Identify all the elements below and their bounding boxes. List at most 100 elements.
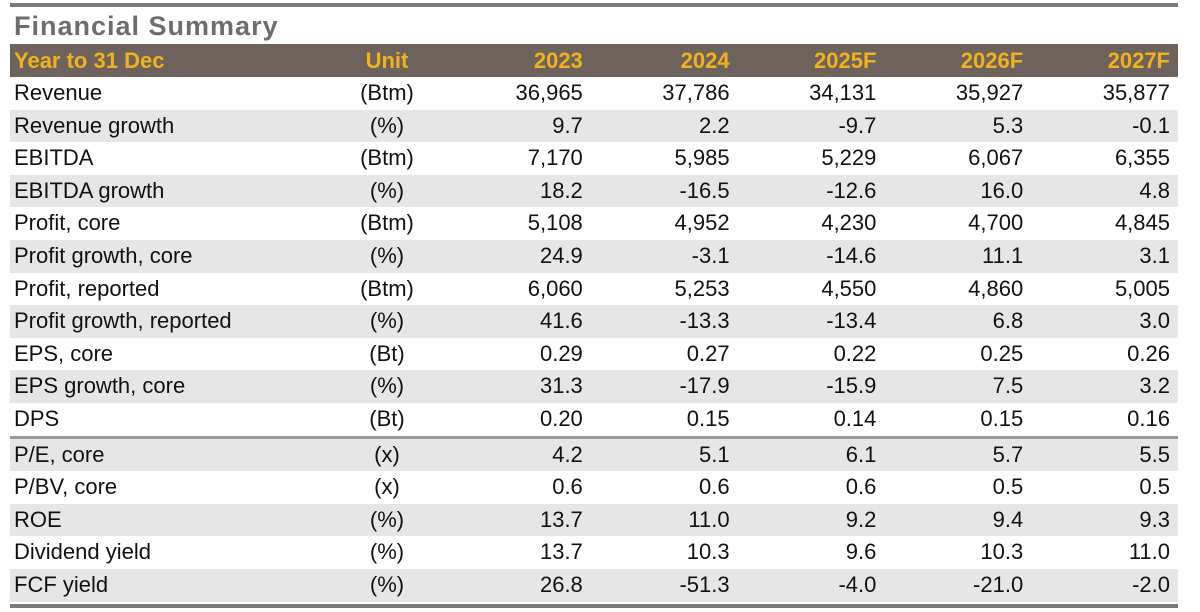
table-row: ROE (%) 13.7 11.0 9.2 9.4 9.3 (10, 503, 1178, 537)
row-value: 4,700 (968, 210, 1024, 236)
row-value: 7.5 (884, 370, 1032, 403)
table-row: Profit, core (Btm) 5,108 4,952 4,230 4,700 4,8… (10, 207, 1178, 240)
table-row: FCF yield (%) 26.8 -51.3 -4.0 -21.0 -2.0 (10, 568, 1178, 602)
row-value: -13.4 (737, 305, 885, 338)
row-value: -2.0 (1031, 568, 1178, 602)
row-value: 9.7 (444, 109, 591, 143)
row-value: 5,108 (527, 210, 583, 236)
row-value: 0.6 (552, 474, 583, 500)
row-value: 5,985 (674, 145, 730, 171)
row-value: 4,230 (821, 210, 877, 236)
row-label: Profit growth, core (10, 239, 330, 273)
row-unit: (%) (369, 539, 405, 565)
row-value: 3.1 (1031, 239, 1178, 273)
header-year: 2025F (737, 44, 885, 77)
row-value: 3.2 (1031, 370, 1178, 403)
row-value: 4,860 (968, 275, 1024, 301)
row-label: Profit growth, reported (10, 305, 330, 338)
header-year: 2023 (444, 44, 591, 77)
table-row: DPS (Bt) 0.20 0.15 0.14 0.15 0.16 (10, 403, 1178, 437)
row-value: 5.1 (590, 435, 738, 472)
row-value: 13.7 (539, 539, 583, 565)
row-label: EBITDA (14, 145, 94, 171)
table-row: Dividend yield (%) 13.7 10.3 9.6 10.3 11.0 (10, 536, 1178, 569)
row-label: Dividend yield (14, 539, 151, 565)
row-unit: (%) (330, 503, 444, 537)
row-value: 35,927 (955, 80, 1024, 105)
row-unit: (x) (374, 474, 400, 500)
row-unit: (%) (330, 305, 444, 338)
row-label: Profit, reported (14, 275, 160, 301)
header-year: 2024 (590, 44, 738, 77)
row-value: -16.5 (590, 174, 738, 208)
row-label: Revenue (14, 80, 103, 105)
row-value: 0.22 (833, 340, 877, 366)
row-unit: (Btm) (360, 80, 414, 105)
table-row: EBITDA growth (%) 18.2 -16.5 -12.6 16.0 4.8 (10, 174, 1178, 208)
row-value: 36,965 (515, 80, 583, 105)
table-row: Profit growth, reported (%) 41.6 -13.3 -13.4… (10, 305, 1178, 338)
table-row: EPS, core (Bt) 0.29 0.27 0.22 0.25 0.26 (10, 338, 1178, 371)
row-value: 6.1 (737, 435, 885, 472)
row-value: 5,229 (821, 145, 877, 171)
row-label: DPS (14, 405, 60, 431)
row-unit: (%) (330, 174, 444, 208)
row-value: 5.3 (884, 109, 1032, 143)
row-value: -13.3 (590, 305, 738, 338)
row-value: 3.0 (1031, 305, 1178, 338)
row-value: 11.0 (590, 503, 738, 537)
row-value: 5,005 (1114, 275, 1170, 301)
row-value: 9.4 (884, 503, 1032, 537)
row-value: 37,786 (662, 80, 730, 105)
row-label: P/E, core (10, 435, 330, 472)
row-value: 5,253 (674, 275, 730, 301)
header-year: 2026F (884, 44, 1032, 77)
row-unit: (%) (330, 239, 444, 273)
row-value: 41.6 (444, 305, 591, 338)
row-value: 0.16 (1127, 405, 1170, 431)
table-row: Revenue (Btm) 36,965 37,786 34,131 35,927 35,8… (10, 77, 1178, 110)
row-label: ROE (10, 503, 330, 537)
row-value: 0.15 (980, 405, 1024, 431)
row-label: EBITDA growth (10, 174, 330, 208)
table-row: EPS growth, core (%) 31.3 -17.9 -15.9 7.5 3.2 (10, 370, 1178, 403)
table-body: Revenue (Btm) 36,965 37,786 34,131 35,927 35,8… (10, 77, 1178, 602)
row-value: -15.9 (737, 370, 885, 403)
row-value: -51.3 (590, 568, 738, 602)
row-unit: (Btm) (360, 145, 414, 171)
row-value: 0.25 (980, 340, 1024, 366)
row-unit: (Btm) (360, 275, 414, 301)
row-value: 0.26 (1127, 340, 1170, 366)
table-row: Profit growth, core (%) 24.9 -3.1 -14.6 11.1 3… (10, 239, 1178, 273)
row-value: 4,550 (821, 275, 877, 301)
row-label: FCF yield (10, 568, 330, 602)
financial-summary-table: Year to 31 Dec Unit 2023 2024 2025F 2026… (10, 44, 1178, 602)
row-unit: (x) (330, 435, 444, 472)
row-value: -0.1 (1031, 109, 1178, 143)
header-year: 2027F (1031, 44, 1178, 77)
row-value: 0.27 (686, 340, 730, 366)
row-value: 18.2 (444, 174, 591, 208)
row-value: 0.29 (539, 340, 583, 366)
row-value: 9.2 (737, 503, 885, 537)
row-value: -4.0 (737, 568, 885, 602)
row-value: -14.6 (737, 239, 885, 273)
table-header-row: Year to 31 Dec Unit 2023 2024 2025F 2026… (10, 44, 1178, 77)
row-value: -9.7 (737, 109, 885, 143)
row-value: 35,877 (1102, 80, 1170, 105)
table-row: P/BV, core (x) 0.6 0.6 0.6 0.5 0.5 (10, 471, 1178, 504)
table-row: Revenue growth (%) 9.7 2.2 -9.7 5.3 -0.1 (10, 109, 1178, 143)
row-value: -3.1 (590, 239, 738, 273)
row-value: 0.5 (992, 474, 1024, 500)
row-value: 6,067 (968, 145, 1024, 171)
row-value: 0.20 (539, 405, 583, 431)
row-value: 31.3 (444, 370, 591, 403)
row-value: 10.3 (980, 539, 1024, 565)
row-value: 0.15 (686, 405, 730, 431)
row-value: 4.8 (1031, 174, 1178, 208)
top-rule (10, 3, 1178, 7)
row-unit: (%) (330, 109, 444, 143)
row-unit: (%) (330, 370, 444, 403)
bottom-rule (10, 604, 1178, 608)
row-value: 4.2 (444, 435, 591, 472)
